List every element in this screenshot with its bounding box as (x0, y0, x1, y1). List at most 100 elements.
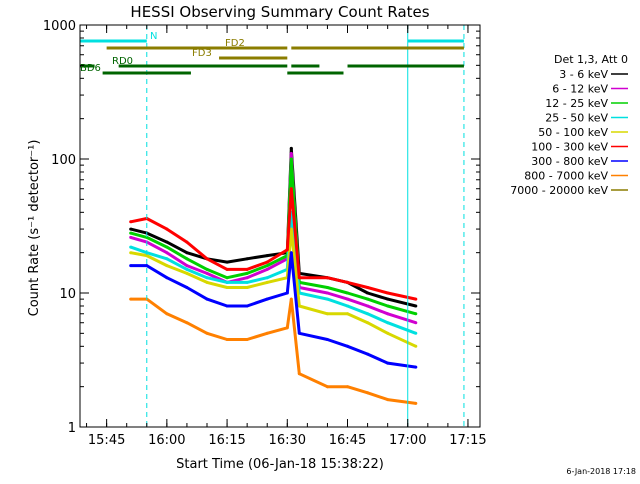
data-point-800-7000-kev (245, 338, 249, 341)
data-point-100-300-kev (297, 276, 301, 280)
data-point-800-7000-kev (325, 385, 329, 389)
data-point-12-25-kev (265, 264, 269, 268)
data-point-50-100-kev (346, 312, 349, 316)
data-point-100-300-kev (165, 227, 169, 231)
data-point-6-12-kev (245, 276, 249, 280)
series-line-50-100-kev (130, 227, 417, 348)
data-point-300-800-kev (325, 338, 329, 341)
data-point-50-100-kev (325, 312, 329, 316)
data-point-6-12-kev (265, 267, 269, 271)
data-point-300-800-kev (386, 361, 390, 365)
legend-label-6-12-kev: 6 - 12 keV (552, 83, 608, 96)
x-tick-label: 16:00 (148, 433, 185, 448)
flag-label-n: N (150, 31, 157, 42)
data-point-300-800-kev (297, 331, 301, 335)
x-tick-label: 16:45 (329, 433, 366, 448)
data-point-100-300-kev (289, 187, 293, 191)
legend-label-7000-20000-kev: 7000 - 20000 keV (510, 184, 608, 197)
flag-label-fd3: FD3 (192, 48, 212, 59)
data-point-300-800-kev (185, 286, 189, 289)
data-point-25-50-kev (165, 257, 169, 261)
x-tick-label: 17:15 (449, 433, 486, 448)
legend-label-100-300-kev: 100 - 300 keV (531, 141, 608, 154)
data-point-100-300-kev (129, 220, 133, 224)
data-point-6-12-kev (366, 304, 370, 308)
data-point-3-6-kev (245, 257, 249, 261)
data-point-100-300-kev (185, 240, 189, 244)
data-point-50-100-kev (225, 286, 229, 289)
y-tick-label: 10 (59, 287, 76, 302)
data-point-50-100-kev (185, 271, 189, 275)
x-tick-label: 16:30 (269, 433, 306, 448)
data-point-800-7000-kev (414, 401, 418, 405)
legend-header: Det 1,3, Att 0 (554, 53, 628, 66)
data-point-300-800-kev (265, 297, 269, 301)
data-point-50-100-kev (205, 280, 209, 284)
series-line-800-7000-kev (130, 297, 417, 405)
data-point-50-100-kev (129, 251, 133, 255)
plot-frame (79, 24, 481, 428)
data-point-300-800-kev (366, 352, 370, 356)
data-point-6-12-kev (165, 251, 169, 255)
data-point-25-50-kev (414, 331, 418, 335)
data-point-12-25-kev (386, 304, 390, 308)
data-point-25-50-kev (245, 280, 249, 284)
data-point-6-12-kev (129, 235, 133, 239)
data-point-12-25-kev (414, 312, 418, 316)
y-tick-label: 1 (68, 421, 76, 436)
legend-label-50-100-kev: 50 - 100 keV (538, 126, 608, 139)
data-point-6-12-kev (289, 152, 293, 155)
x-tick-label: 15:45 (88, 433, 125, 448)
data-point-100-300-kev (414, 297, 418, 301)
data-point-3-6-kev (366, 291, 370, 295)
series-line-6-12-kev (130, 152, 417, 325)
data-point-3-6-kev (225, 260, 229, 264)
data-point-3-6-kev (265, 254, 269, 258)
data-point-800-7000-kev (289, 297, 293, 301)
legend-label-3-6-kev: 3 - 6 keV (559, 68, 608, 81)
data-point-6-12-kev (205, 271, 209, 275)
data-point-3-6-kev (165, 240, 169, 244)
data-point-300-800-kev (414, 365, 418, 369)
data-point-100-300-kev (245, 267, 249, 271)
data-point-25-50-kev (346, 304, 349, 308)
data-point-300-800-kev (289, 251, 293, 255)
data-point-800-7000-kev (185, 321, 189, 325)
data-point-50-100-kev (245, 286, 249, 289)
data-point-800-7000-kev (346, 385, 349, 389)
data-point-12-25-kev (325, 286, 329, 289)
data-point-6-12-kev (185, 264, 189, 268)
y-axis-label: Count Rate (s⁻¹ detector⁻¹) (27, 140, 42, 317)
data-point-3-6-kev (386, 297, 390, 301)
data-point-300-800-kev (145, 264, 149, 268)
data-point-12-25-kev (145, 235, 149, 239)
data-point-100-300-kev (285, 248, 289, 252)
series-line-25-50-kev (130, 210, 417, 335)
flag-label-rd0: RD0 (112, 56, 133, 67)
x-tick-label: 17:00 (389, 433, 426, 448)
data-point-25-50-kev (325, 297, 329, 301)
data-point-6-12-kev (346, 297, 349, 301)
data-point-300-800-kev (129, 264, 133, 268)
data-point-300-800-kev (245, 304, 249, 308)
data-point-300-800-kev (225, 304, 229, 308)
legend-label-300-800-kev: 300 - 800 keV (531, 155, 608, 168)
data-point-100-300-kev (325, 276, 329, 280)
flag-label-bd6: BD6 (80, 63, 101, 74)
data-point-800-7000-kev (366, 391, 370, 395)
data-point-50-100-kev (366, 321, 370, 325)
series-line-3-6-kev (130, 146, 417, 308)
data-point-100-300-kev (386, 291, 390, 295)
data-point-3-6-kev (289, 146, 293, 150)
data-point-25-50-kev (185, 267, 189, 271)
data-point-25-50-kev (225, 280, 229, 284)
data-point-100-300-kev (205, 257, 209, 261)
data-point-800-7000-kev (285, 326, 289, 330)
x-axis-label: Start Time (06-Jan-18 15:38:22) (176, 457, 384, 472)
data-point-800-7000-kev (129, 297, 133, 301)
data-point-3-6-kev (185, 251, 189, 255)
data-point-50-100-kev (414, 344, 418, 348)
data-point-3-6-kev (414, 304, 418, 308)
